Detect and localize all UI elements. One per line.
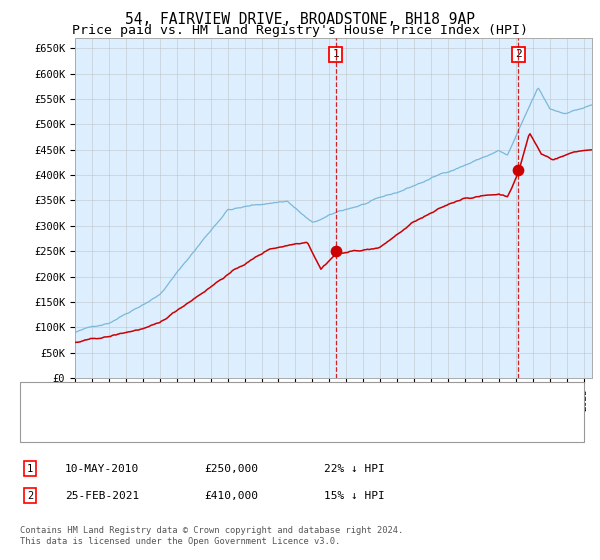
Text: £250,000: £250,000 — [204, 464, 258, 474]
Text: 1: 1 — [332, 49, 339, 59]
Text: 2: 2 — [515, 49, 522, 59]
Text: 2: 2 — [27, 491, 33, 501]
Point — [514, 166, 523, 175]
Text: 1: 1 — [27, 464, 33, 474]
Text: 54, FAIRVIEW DRIVE, BROADSTONE, BH18 9AP: 54, FAIRVIEW DRIVE, BROADSTONE, BH18 9AP — [125, 12, 475, 27]
Text: 54, FAIRVIEW DRIVE, BROADSTONE, BH18 9AP (detached house): 54, FAIRVIEW DRIVE, BROADSTONE, BH18 9AP… — [64, 394, 434, 404]
Text: 25-FEB-2021: 25-FEB-2021 — [65, 491, 139, 501]
Text: Contains HM Land Registry data © Crown copyright and database right 2024.
This d: Contains HM Land Registry data © Crown c… — [20, 526, 403, 546]
Text: Price paid vs. HM Land Registry's House Price Index (HPI): Price paid vs. HM Land Registry's House … — [72, 24, 528, 36]
Text: HPI: Average price, detached house, Bournemouth Christchurch and Poole: HPI: Average price, detached house, Bour… — [64, 422, 518, 432]
Text: 22% ↓ HPI: 22% ↓ HPI — [324, 464, 385, 474]
Text: 10-MAY-2010: 10-MAY-2010 — [65, 464, 139, 474]
Text: 15% ↓ HPI: 15% ↓ HPI — [324, 491, 385, 501]
Point — [331, 247, 340, 256]
Text: £410,000: £410,000 — [204, 491, 258, 501]
